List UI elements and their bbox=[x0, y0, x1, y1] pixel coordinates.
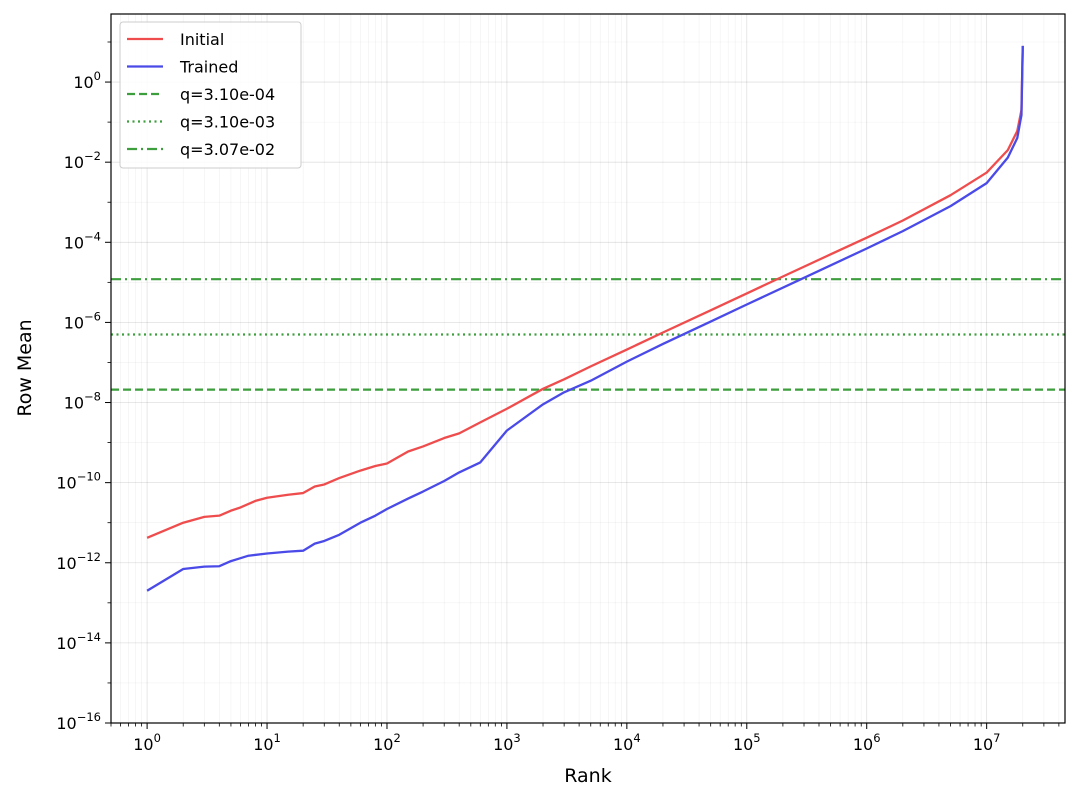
x-tick-label: 102 bbox=[373, 731, 401, 754]
x-tick-label: 105 bbox=[733, 731, 761, 754]
y-tick-exponent: −10 bbox=[77, 470, 101, 484]
x-tick-label: 106 bbox=[853, 731, 881, 754]
threshold-lines bbox=[111, 278, 1065, 391]
y-tick-label: 10−12 bbox=[56, 550, 101, 573]
x-tick-exponent: 4 bbox=[633, 731, 640, 745]
y-tick-label: 10−4 bbox=[64, 229, 101, 252]
y-tick-exponent: −2 bbox=[84, 149, 101, 163]
legend-label: q=3.10e-03 bbox=[180, 113, 275, 132]
legend-label: Initial bbox=[180, 30, 224, 49]
y-axis-label: Row Mean bbox=[14, 319, 36, 416]
y-tick-base: 10 bbox=[64, 153, 84, 172]
y-tick-exponent: −6 bbox=[84, 309, 101, 323]
x-tick-label: 107 bbox=[973, 731, 1001, 754]
x-tick-exponent: 3 bbox=[513, 731, 520, 745]
y-tick-exponent: 0 bbox=[94, 69, 101, 83]
y-tick-base: 10 bbox=[56, 714, 76, 733]
legend-label: Trained bbox=[179, 58, 238, 77]
x-tick-exponent: 0 bbox=[154, 731, 161, 745]
y-tick-base: 10 bbox=[73, 73, 93, 92]
y-tick-label: 100 bbox=[73, 69, 101, 92]
y-tick-base: 10 bbox=[56, 474, 76, 493]
x-tick-base: 10 bbox=[973, 735, 993, 754]
x-tick-exponent: 2 bbox=[393, 731, 400, 745]
series-line-initial bbox=[146, 45, 1024, 539]
legend-box bbox=[119, 21, 302, 169]
axis-ticks: 100 101 102 103 104 105 106 10710−1610−1410−121… bbox=[56, 41, 1060, 754]
y-tick-base: 10 bbox=[56, 634, 76, 653]
y-tick-base: 10 bbox=[64, 394, 84, 413]
x-tick-exponent: 5 bbox=[753, 731, 760, 745]
legend-label: q=3.07e-02 bbox=[180, 140, 275, 159]
y-tick-exponent: −8 bbox=[84, 390, 101, 404]
legend: Initial Trained q=3.10e-04 q=3.10e-03 q=3.07… bbox=[119, 21, 302, 169]
y-tick-base: 10 bbox=[64, 313, 84, 332]
series-line-trained bbox=[146, 45, 1024, 592]
y-tick-base: 10 bbox=[56, 554, 76, 573]
x-tick-base: 10 bbox=[733, 735, 753, 754]
x-axis-label: Rank bbox=[564, 765, 611, 787]
x-tick-base: 10 bbox=[133, 735, 153, 754]
y-tick-exponent: −14 bbox=[77, 630, 101, 644]
y-tick-label: 10−6 bbox=[64, 309, 101, 332]
x-tick-label: 104 bbox=[613, 731, 641, 754]
y-tick-exponent: −16 bbox=[77, 710, 101, 724]
y-tick-label: 10−10 bbox=[56, 470, 101, 493]
x-tick-label: 100 bbox=[133, 731, 161, 754]
x-tick-label: 103 bbox=[493, 731, 521, 754]
x-tick-exponent: 1 bbox=[274, 731, 281, 745]
x-tick-exponent: 6 bbox=[873, 731, 880, 745]
y-tick-label: 10−8 bbox=[64, 390, 101, 413]
y-tick-exponent: −12 bbox=[77, 550, 101, 564]
y-tick-label: 10−16 bbox=[56, 710, 101, 733]
legend-label: q=3.10e-04 bbox=[180, 85, 275, 104]
y-tick-label: 10−14 bbox=[56, 630, 101, 653]
x-tick-base: 10 bbox=[253, 735, 273, 754]
x-tick-base: 10 bbox=[373, 735, 393, 754]
x-tick-base: 10 bbox=[853, 735, 873, 754]
plot-frame bbox=[110, 13, 1066, 724]
y-tick-base: 10 bbox=[64, 233, 84, 252]
y-tick-exponent: −4 bbox=[84, 229, 101, 243]
x-tick-base: 10 bbox=[493, 735, 513, 754]
series-lines bbox=[146, 45, 1024, 592]
x-tick-base: 10 bbox=[613, 735, 633, 754]
x-tick-label: 101 bbox=[253, 731, 281, 754]
x-tick-exponent: 7 bbox=[993, 731, 1000, 745]
y-tick-label: 10−2 bbox=[64, 149, 101, 172]
